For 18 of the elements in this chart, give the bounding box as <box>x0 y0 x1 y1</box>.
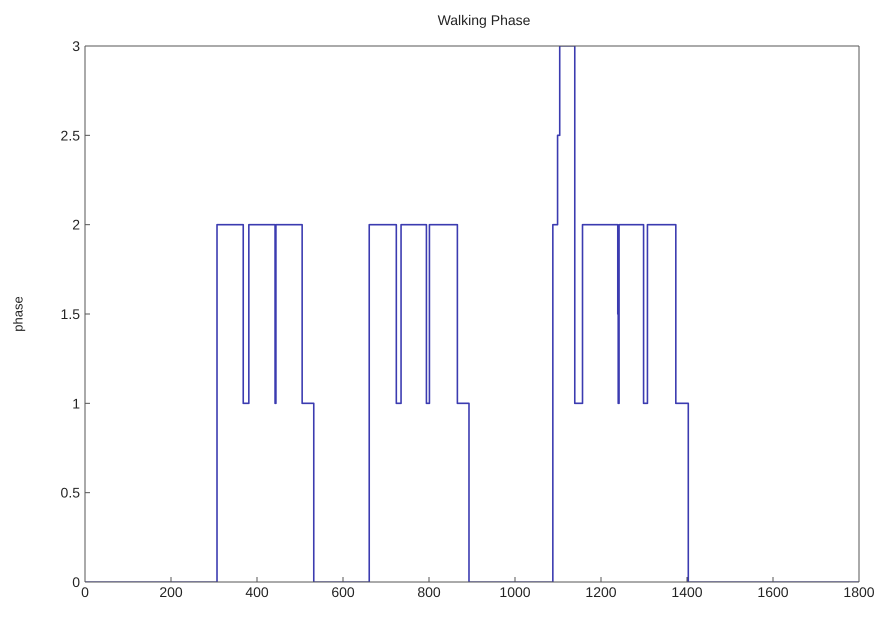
x-tick-label: 800 <box>417 584 441 600</box>
x-tick-label: 200 <box>159 584 183 600</box>
x-tick-label: 1200 <box>585 584 617 600</box>
chart-title: Walking Phase <box>436 12 532 28</box>
y-tick-label: 3 <box>72 38 80 54</box>
y-tick-label: 2.5 <box>60 127 80 144</box>
x-tick-label: 1800 <box>843 584 875 600</box>
y-axis-title: phase <box>10 296 26 332</box>
x-tick-label: 1400 <box>671 584 703 600</box>
y-tick-label: 2 <box>72 216 80 233</box>
y-tick-label: 0 <box>72 574 80 590</box>
x-tick-label: 600 <box>331 584 355 600</box>
x-tick-label: 1600 <box>757 584 789 600</box>
y-tick-label: 0.5 <box>60 484 80 501</box>
y-tick-label: 1 <box>72 395 80 412</box>
y-tick-label: 1.5 <box>60 306 80 322</box>
x-tick-label: 1000 <box>499 584 531 600</box>
x-tick-label: 400 <box>245 584 269 600</box>
